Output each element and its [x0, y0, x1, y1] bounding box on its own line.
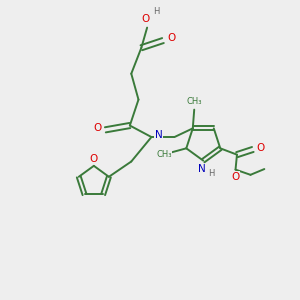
Text: O: O: [142, 14, 150, 24]
Text: N: N: [155, 130, 163, 140]
Text: CH₃: CH₃: [187, 97, 202, 106]
Text: O: O: [256, 143, 264, 153]
Text: CH₃: CH₃: [156, 150, 172, 159]
Text: H: H: [208, 169, 214, 178]
Text: N: N: [198, 164, 206, 174]
Text: H: H: [153, 7, 160, 16]
Text: O: O: [93, 123, 101, 134]
Text: O: O: [231, 172, 240, 182]
Text: O: O: [89, 154, 98, 164]
Text: O: O: [167, 33, 175, 43]
